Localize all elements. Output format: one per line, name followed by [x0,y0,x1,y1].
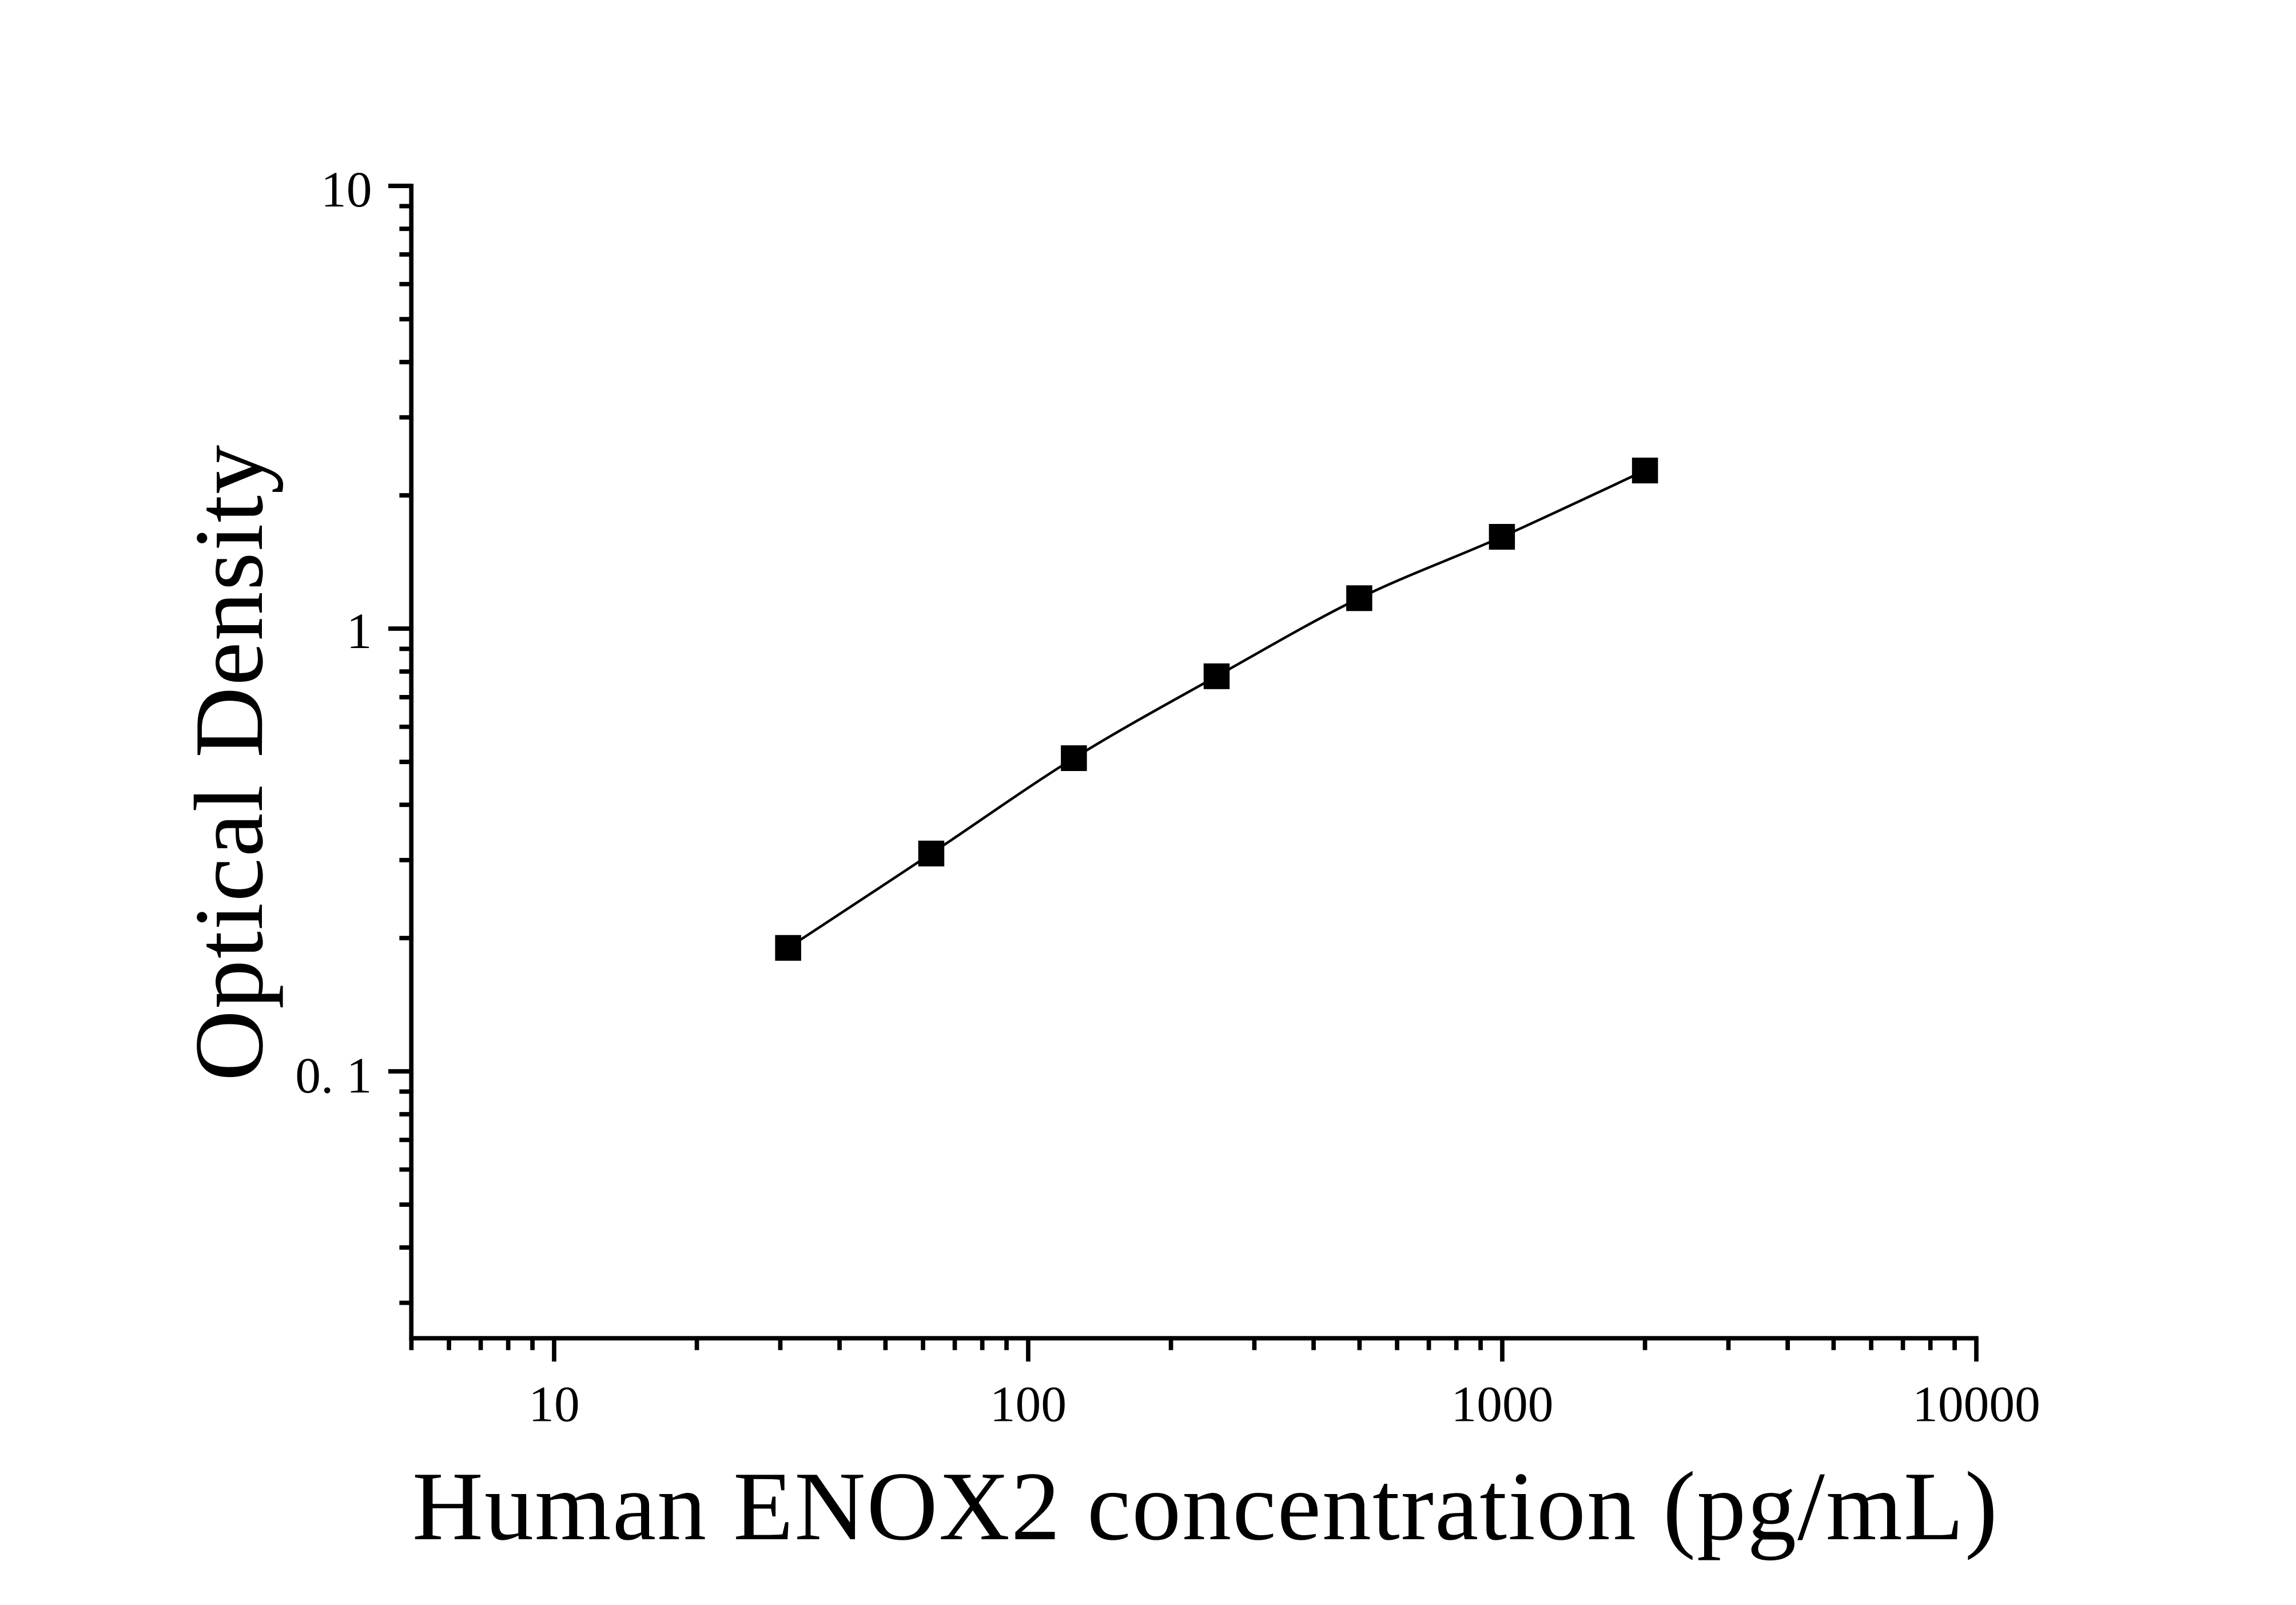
svg-text:100: 100 [990,1376,1067,1433]
svg-text:0. 1: 0. 1 [295,1047,372,1104]
svg-text:10000: 10000 [1912,1376,2040,1433]
svg-text:1000: 1000 [1451,1376,1554,1433]
svg-text:10: 10 [528,1376,580,1433]
svg-text:10: 10 [321,161,372,218]
svg-text:Human ENOX2 concentration (pg/: Human ENOX2 concentration (pg/mL) [412,1452,1999,1561]
svg-text:1: 1 [347,603,372,660]
svg-text:Optical Density: Optical Density [175,444,284,1081]
